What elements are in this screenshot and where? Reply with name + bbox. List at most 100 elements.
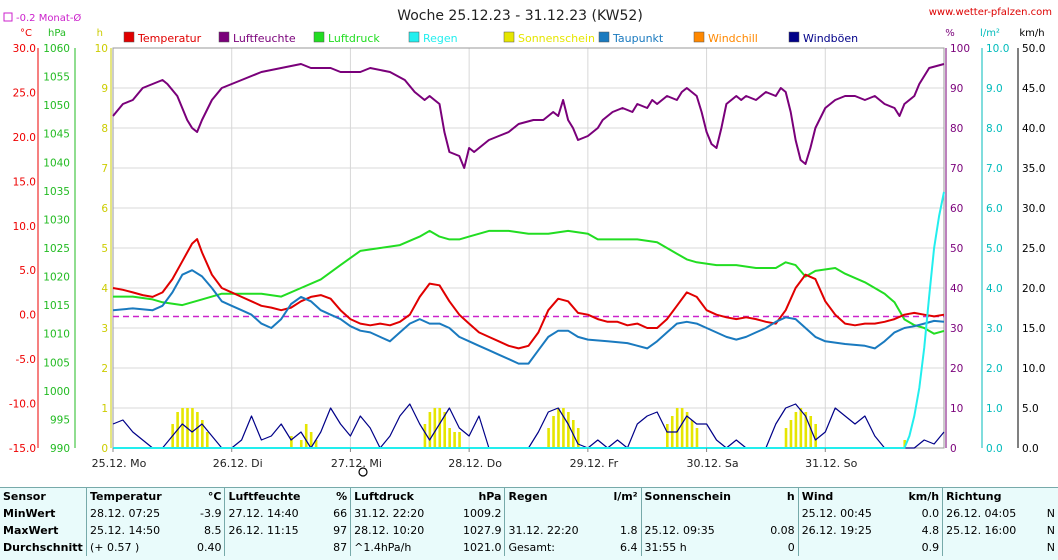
stats-value: 0.0 bbox=[921, 507, 940, 520]
stats-row-max: MaxWert 25.12. 14:50 8.5 26.12. 11:15 97… bbox=[0, 522, 1058, 539]
sunshine-bar bbox=[309, 432, 313, 448]
stats-cell: 26.12. 11:15 bbox=[224, 522, 325, 539]
stats-row-min: MinWert 28.12. 07:25 -3.9 27.12. 14:40 6… bbox=[0, 505, 1058, 522]
legend-label: Luftfeuchte bbox=[233, 32, 296, 45]
weather-chart: Woche 25.12.23 - 31.12.23 (KW52) www.wet… bbox=[3, 7, 1052, 477]
tick-label-wind: 20.0 bbox=[1022, 283, 1045, 295]
sunshine-bar bbox=[562, 408, 565, 448]
tick-label-pressure: 1020 bbox=[43, 272, 70, 284]
tick-label-temp: 25.0 bbox=[13, 87, 36, 99]
legend-swatch bbox=[693, 31, 705, 43]
now-marker bbox=[358, 467, 368, 477]
avg-legend-box bbox=[3, 12, 13, 22]
temperature-line bbox=[112, 238, 945, 350]
tick-label-sun: 9 bbox=[101, 83, 108, 95]
tick-label-humidity: 60 bbox=[950, 203, 963, 215]
legend-label: Taupunkt bbox=[612, 32, 664, 45]
stats-value: 1009.2 bbox=[462, 507, 502, 520]
tick-label-humidity: 50 bbox=[950, 243, 963, 255]
rain-line bbox=[113, 191, 945, 449]
tick-label-rain: 4.0 bbox=[986, 283, 1003, 295]
tick-label-pressure: 1045 bbox=[43, 129, 70, 141]
stats-value bbox=[602, 505, 641, 522]
sunshine-bar bbox=[814, 424, 817, 448]
stats-spacer bbox=[1040, 488, 1058, 505]
tick-label-sun: 3 bbox=[101, 323, 108, 335]
stats-value: N bbox=[1046, 524, 1055, 537]
site-link[interactable]: www.wetter-pfalzen.com bbox=[929, 7, 1052, 18]
tick-label-sun: 4 bbox=[101, 283, 108, 295]
humidity-line bbox=[112, 63, 945, 169]
tick-label-humidity: 0 bbox=[950, 443, 957, 455]
legend-swatch bbox=[598, 31, 610, 43]
stats-col-pressure: Luftdruck bbox=[350, 488, 448, 505]
day-label: 28.12. Do bbox=[448, 457, 502, 470]
sunshine-bar bbox=[304, 424, 308, 448]
tick-label-wind: 15.0 bbox=[1022, 323, 1045, 335]
tick-label-temp: -5.0 bbox=[16, 354, 37, 366]
tick-label-temp: -10.0 bbox=[9, 399, 36, 411]
stats-cell bbox=[640, 505, 759, 522]
stats-col-sunshine: Sonnenschein bbox=[640, 488, 759, 505]
stats-cell: 25.12. 09:35 bbox=[640, 522, 759, 539]
sunshine-bar bbox=[453, 432, 456, 448]
tick-label-pressure: 1060 bbox=[43, 43, 70, 55]
chart-title: Woche 25.12.23 - 31.12.23 (KW52) bbox=[397, 8, 643, 24]
tick-label-temp: 0.0 bbox=[19, 310, 36, 322]
tick-label-temp: 10.0 bbox=[13, 221, 36, 233]
stats-cell: 26.12. 19:25 bbox=[797, 522, 896, 539]
legend-swatch bbox=[218, 31, 230, 43]
unit-temp: °C bbox=[20, 28, 32, 39]
stats-row-label: MinWert bbox=[3, 507, 56, 520]
legend-swatch bbox=[788, 31, 800, 43]
sunshine-bar bbox=[201, 420, 204, 448]
sunshine-bar bbox=[685, 412, 689, 448]
sunshine-bar bbox=[428, 412, 432, 448]
tick-label-wind: 25.0 bbox=[1022, 243, 1045, 255]
axes: 30.025.020.015.010.05.00.0-5.0-10.0-15.0… bbox=[9, 43, 1046, 455]
stats-col-temperature: Temperatur bbox=[85, 488, 186, 505]
tick-label-sun: 0 bbox=[101, 443, 108, 455]
stats-cell bbox=[504, 505, 603, 522]
tick-label-humidity: 80 bbox=[950, 123, 963, 135]
stats-value: 4.8 bbox=[921, 524, 940, 537]
legend-swatch bbox=[503, 31, 515, 43]
sunshine-bar bbox=[196, 412, 199, 448]
stats-col-rain: Regen bbox=[504, 488, 603, 505]
stats-col-sensor: Sensor bbox=[3, 490, 46, 503]
stats-cell: 31.12. 22:20 bbox=[350, 505, 448, 522]
sunshine-bar bbox=[191, 408, 194, 448]
tick-label-pressure: 1035 bbox=[43, 186, 70, 198]
unit-rain: l/m² bbox=[980, 28, 1000, 39]
tick-label-humidity: 40 bbox=[950, 283, 963, 295]
sunshine-bar bbox=[680, 408, 684, 448]
sunshine-bar bbox=[314, 440, 318, 448]
sunshine-bar bbox=[695, 428, 699, 448]
stats-cell bbox=[224, 539, 325, 556]
stats-value: 97 bbox=[333, 524, 348, 537]
tick-label-pressure: 1030 bbox=[43, 214, 70, 226]
stats-col-wind: Wind bbox=[797, 488, 896, 505]
tick-label-rain: 1.0 bbox=[986, 403, 1003, 415]
tick-label-pressure: 1010 bbox=[43, 329, 70, 341]
sunshine-bar bbox=[567, 412, 570, 448]
unit-humidity: % bbox=[945, 28, 955, 39]
tick-label-wind: 30.0 bbox=[1022, 203, 1045, 215]
sunshine-bar bbox=[666, 424, 669, 448]
sunshine-bar bbox=[433, 408, 437, 448]
stats-value: 1021.0 bbox=[462, 541, 502, 554]
tick-label-rain: 0.0 bbox=[986, 443, 1003, 455]
day-label: 25.12. Mo bbox=[92, 457, 147, 470]
stats-unit-rain: l/m² bbox=[613, 490, 638, 503]
sunshine-bar bbox=[903, 440, 907, 448]
sunshine-bar bbox=[458, 432, 461, 448]
sunshine-bar bbox=[784, 428, 788, 448]
tick-label-temp: -15.0 bbox=[9, 443, 36, 455]
tick-label-temp: 20.0 bbox=[13, 132, 36, 144]
sunshine-bar bbox=[205, 432, 209, 448]
legend-label: Sonnenschein bbox=[518, 32, 595, 45]
day-label: 29.12. Fr bbox=[570, 457, 619, 470]
stats-value: 0.08 bbox=[770, 524, 795, 537]
sunshine-bar bbox=[576, 428, 580, 448]
tick-label-sun: 7 bbox=[101, 163, 108, 175]
